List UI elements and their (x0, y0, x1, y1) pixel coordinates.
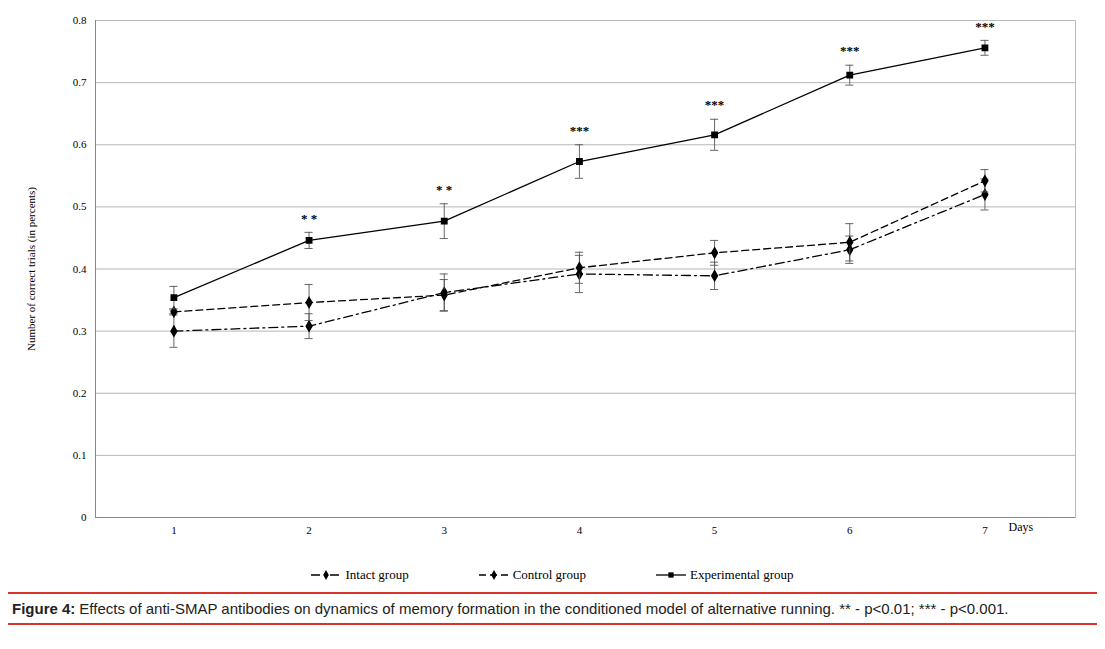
svg-text:0.5: 0.5 (73, 200, 87, 212)
svg-text:0.1: 0.1 (73, 449, 87, 461)
svg-text:0.2: 0.2 (73, 387, 87, 399)
svg-text:2: 2 (306, 524, 312, 536)
svg-text:* *: * * (301, 211, 317, 226)
svg-text:7: 7 (982, 524, 988, 536)
svg-text:1: 1 (171, 524, 177, 536)
svg-text:Days: Days (1009, 520, 1034, 534)
svg-text:4: 4 (577, 524, 583, 536)
html-text:Experimental group: Experimental group (689, 567, 794, 582)
svg-text:***: *** (570, 123, 590, 138)
svg-text:0: 0 (81, 511, 87, 523)
svg-text:0.6: 0.6 (73, 138, 87, 150)
svg-text:***: *** (840, 43, 860, 58)
svg-text:6: 6 (847, 524, 853, 536)
svg-text:0.3: 0.3 (73, 325, 87, 337)
svg-text:***: *** (975, 19, 995, 34)
svg-text:Number of correct trials (in p: Number of correct trials (in percents) (25, 187, 38, 351)
html-text:Control group: Control group (512, 567, 586, 582)
svg-text:3: 3 (441, 524, 447, 536)
svg-text:5: 5 (712, 524, 718, 536)
html-text:Figure 4: Effects of anti-SMAP: Figure 4: Effects of anti-SMAP antibodie… (12, 600, 1009, 617)
html-text:Intact group: Intact group (345, 567, 409, 582)
svg-text:0.8: 0.8 (73, 14, 87, 26)
svg-text:* *: * * (436, 182, 452, 197)
svg-text:***: *** (705, 97, 725, 112)
svg-text:0.4: 0.4 (73, 263, 87, 275)
svg-text:0.7: 0.7 (73, 76, 87, 88)
